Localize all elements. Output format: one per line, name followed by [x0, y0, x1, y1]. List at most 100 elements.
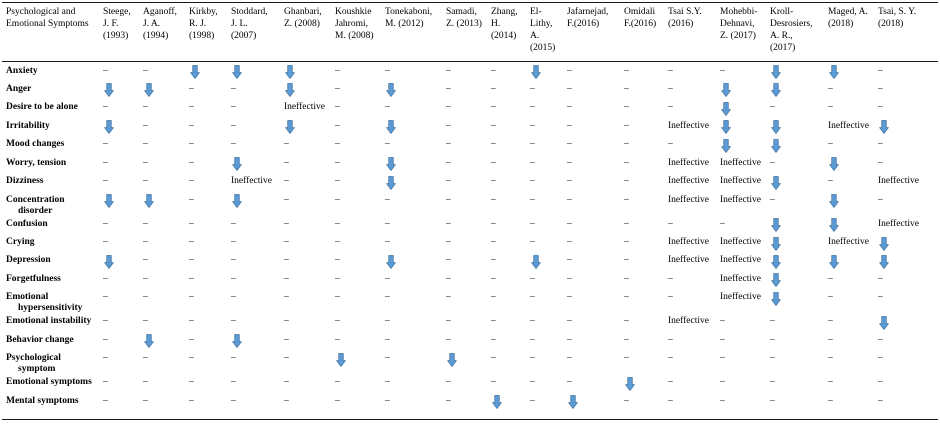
- symptom-label: Mental symptoms: [6, 392, 103, 410]
- down-arrow-icon: [386, 120, 396, 135]
- table-cell: –: [284, 313, 335, 331]
- down-arrow-icon: [771, 291, 781, 306]
- dash-mark: –: [720, 395, 725, 406]
- dash-mark: –: [103, 353, 108, 364]
- down-arrow-icon: [232, 334, 242, 349]
- down-arrow-icon: [721, 102, 731, 116]
- ineffective-label: Ineffective: [878, 218, 919, 229]
- header-line: (1993): [103, 31, 129, 41]
- down-arrow-icon: [879, 236, 889, 251]
- table-cell: [878, 313, 934, 331]
- symptom-label: Concentration disorder: [6, 191, 103, 217]
- down-arrow-icon: [771, 83, 781, 98]
- table-cell: –: [624, 215, 668, 233]
- down-arrow-icon: [879, 255, 889, 269]
- symptom-label: Anxiety: [6, 62, 103, 80]
- table-cell: –: [189, 99, 231, 117]
- table-cell: –: [335, 173, 385, 191]
- table-cell: –: [770, 191, 828, 217]
- header-line: Z. (2013): [446, 19, 482, 29]
- table-cell: [770, 289, 828, 315]
- dash-mark: –: [530, 316, 535, 327]
- header-line: Desrosiers,: [770, 19, 813, 29]
- dash-mark: –: [624, 176, 629, 187]
- table-cell: Ineffective: [720, 270, 770, 288]
- dash-mark: –: [530, 194, 535, 205]
- symptom-label: Mood changes: [6, 136, 103, 154]
- header-line: (2007): [231, 31, 257, 41]
- table-cell: –: [668, 62, 720, 80]
- dash-mark: –: [668, 353, 673, 364]
- table-cell: Ineffective: [878, 215, 934, 233]
- table-cell: –: [828, 374, 878, 392]
- dash-mark: –: [284, 316, 289, 327]
- header-line: A.: [530, 31, 540, 41]
- table-cell: –: [284, 331, 335, 349]
- dash-mark: –: [491, 218, 496, 229]
- dash-mark: –: [335, 120, 340, 131]
- table-cell: –: [385, 99, 446, 117]
- dash-mark: –: [491, 157, 496, 168]
- symptom-label-line: Confusion: [6, 218, 48, 229]
- table-row: Emotional instability – – – – – – – – – – – – Ineffec…: [6, 313, 938, 331]
- table-cell: –: [189, 270, 231, 288]
- table-cell: Ineffective: [668, 234, 720, 252]
- dash-mark: –: [446, 292, 451, 303]
- dash-mark: –: [668, 65, 673, 76]
- dash-mark: –: [385, 273, 390, 284]
- table-cell: –: [530, 154, 567, 172]
- dash-mark: –: [828, 395, 833, 406]
- table-cell: –: [530, 313, 567, 331]
- table-cell: –: [335, 374, 385, 392]
- table-cell: –: [624, 392, 668, 410]
- symptom-label-line: Crying: [6, 237, 35, 247]
- header-line: Ghanbari,: [284, 7, 322, 17]
- dash-mark: –: [624, 395, 629, 406]
- table-cell: –: [385, 313, 446, 331]
- table-cell: –: [446, 117, 491, 135]
- dash-mark: –: [668, 83, 673, 94]
- table-cell: –: [143, 117, 189, 135]
- table-row: Concentration disorder – – – – – – – – – Ineffectiv…: [6, 191, 938, 217]
- table-cell: –: [567, 80, 624, 98]
- dash-mark: –: [567, 273, 572, 284]
- table-cell: –: [720, 62, 770, 80]
- dash-mark: –: [385, 102, 390, 113]
- dash-mark: –: [189, 353, 194, 364]
- table-cell: –: [567, 350, 624, 376]
- table-cell: [828, 191, 878, 217]
- table-cell: –: [491, 289, 530, 315]
- table-cell: –: [189, 136, 231, 154]
- table-cell: [770, 234, 828, 252]
- table-cell: –: [530, 215, 567, 233]
- symptom-label-line: Concentration: [6, 194, 65, 205]
- table-cell: [385, 173, 446, 191]
- dash-mark: –: [143, 65, 148, 76]
- table-cell: [385, 252, 446, 270]
- table-cell: –: [284, 136, 335, 154]
- down-arrow-icon: [531, 255, 541, 269]
- table-cell: –: [828, 80, 878, 98]
- table-cell: –: [143, 136, 189, 154]
- table-cell: –: [624, 80, 668, 98]
- table-cell: –: [143, 289, 189, 315]
- table-cell: –: [335, 313, 385, 331]
- dash-mark: –: [878, 194, 883, 205]
- dash-mark: –: [189, 139, 194, 150]
- table-cell: –: [491, 117, 530, 135]
- dash-mark: –: [231, 237, 236, 247]
- down-arrow-icon: [104, 83, 114, 98]
- table-row: Irritability – – – – – – – – – Ineffective Ineffect…: [6, 117, 938, 135]
- dash-mark: –: [567, 83, 572, 94]
- table-cell: –: [446, 80, 491, 98]
- down-arrow-icon: [829, 218, 839, 232]
- study-column-header: Tonekaboni, M. (2012): [385, 6, 446, 54]
- table-cell: –: [491, 350, 530, 376]
- dash-mark: –: [446, 83, 451, 94]
- table-cell: [284, 117, 335, 135]
- dash-mark: –: [231, 353, 236, 364]
- table-cell: –: [530, 331, 567, 349]
- table-cell: –: [385, 136, 446, 154]
- table-cell: [770, 215, 828, 233]
- table-cell: –: [720, 215, 770, 233]
